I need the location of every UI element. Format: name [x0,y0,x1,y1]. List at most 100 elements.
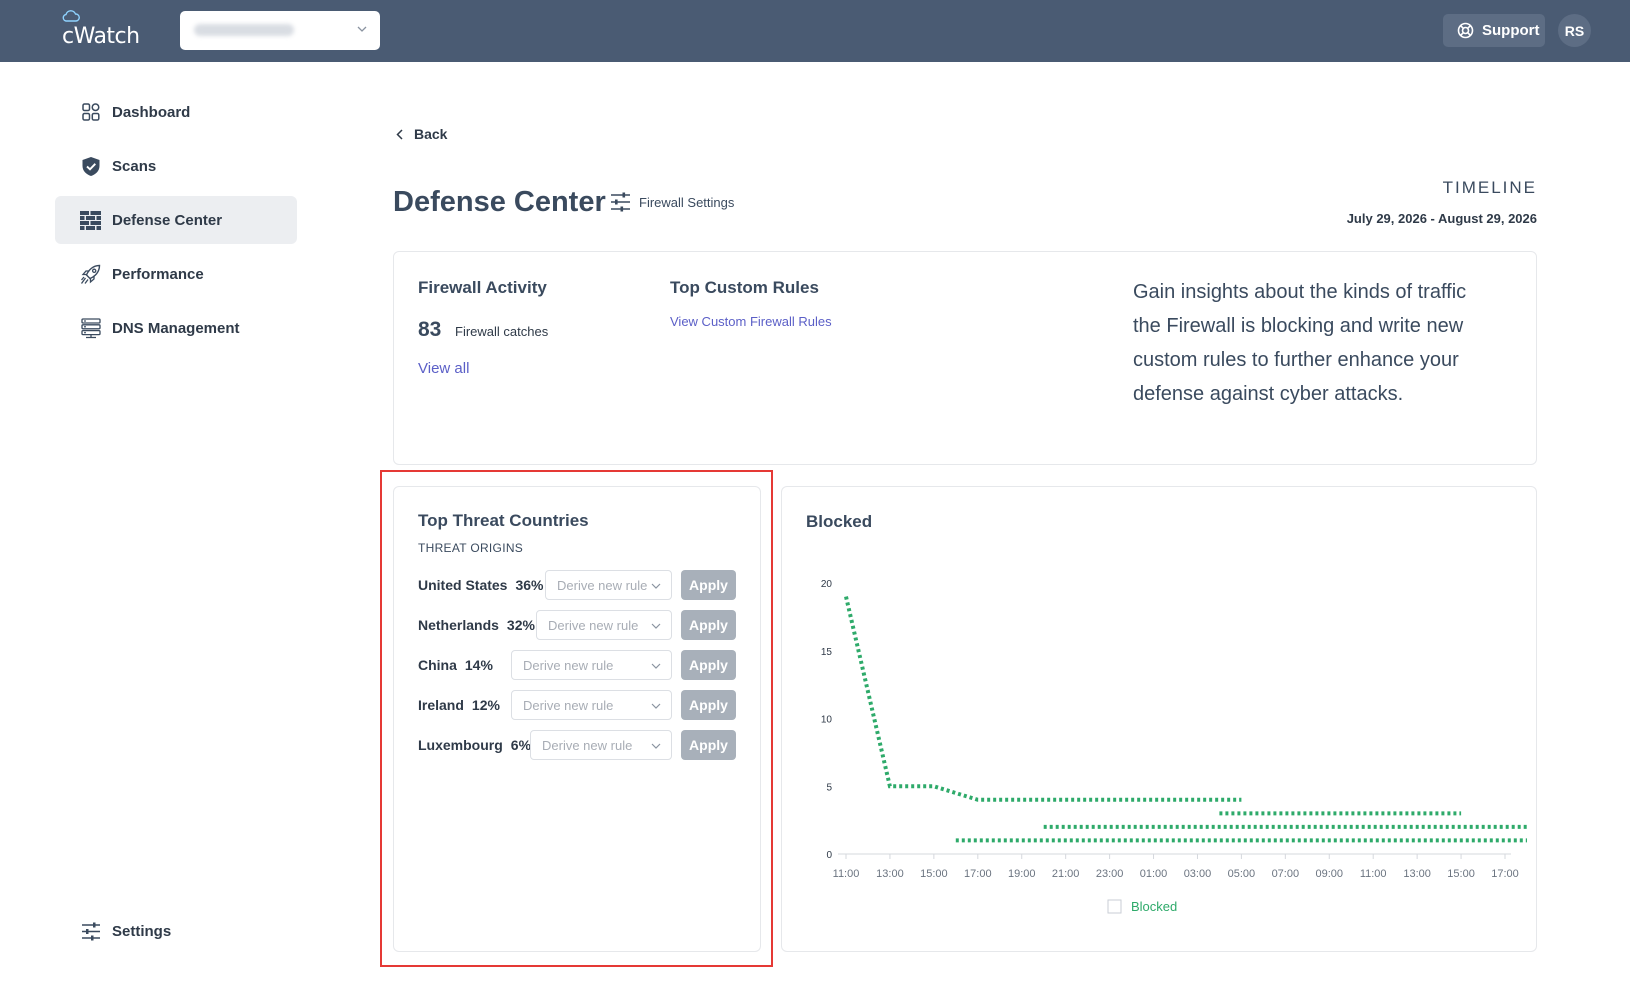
y-tick-label: 15 [821,647,833,658]
country-percent: 6% [510,737,532,753]
x-tick-label: 21:00 [1052,868,1080,880]
sidebar-item-dashboard[interactable]: Dashboard [55,88,297,136]
threat-row: United States 36% [418,570,544,600]
derive-rule-select[interactable]: Derive new rule [545,570,672,600]
chevron-down-icon [651,623,661,629]
country-percent: 32% [506,617,535,633]
y-tick-label: 0 [826,850,832,861]
view-all-link[interactable]: View all [418,360,470,377]
firewall-icon [80,210,101,231]
country-name: Netherlands [418,617,499,633]
threat-row: Netherlands 32% [418,610,535,640]
x-tick-label: 17:00 [964,868,992,880]
country-percent: 14% [464,657,493,673]
chevron-down-icon [651,703,661,709]
top-bar: cWatch Support RS [0,0,1630,62]
threat-row: China 14% [418,650,493,680]
top-threat-countries-title: Top Threat Countries [418,511,589,530]
country-name: Luxembourg [418,737,503,753]
lifebuoy-icon [1457,22,1474,39]
server-icon [80,317,101,339]
y-tick-label: 5 [826,782,832,793]
sidebar-item-label: Defense Center [112,211,223,229]
x-tick-label: 17:00 [1491,868,1519,880]
sidebar-item-settings[interactable]: Settings [55,907,297,955]
top-threat-countries-card: Top Threat Countries THREAT ORIGINS Unit… [393,486,761,952]
country-name: China [418,657,457,673]
sliders-icon [80,921,101,942]
apply-button[interactable]: Apply [681,730,736,760]
sidebar-item-defense-center[interactable]: Defense Center [55,196,297,244]
x-tick-label: 01:00 [1140,868,1168,880]
sidebar-item-label: DNS Management [112,319,240,337]
chevron-down-icon [651,583,661,589]
firewall-settings-label: Firewall Settings [639,194,735,210]
derive-rule-placeholder: Derive new rule [557,577,648,593]
x-tick-label: 05:00 [1228,868,1256,880]
x-tick-label: 15:00 [1447,868,1475,880]
highlight-frame [380,470,773,967]
derive-rule-select[interactable]: Derive new rule [530,730,672,760]
chevron-down-icon [651,663,661,669]
apply-button[interactable]: Apply [681,690,736,720]
legend-label: Blocked [1131,899,1177,914]
threat-row: Ireland 12% [418,690,500,720]
apply-button[interactable]: Apply [681,650,736,680]
logo-text: cWatch [62,24,140,49]
shield-icon [80,156,101,177]
chevron-down-icon [357,26,367,32]
sidebar-item-label: Scans [112,157,157,175]
back-label: Back [414,126,448,142]
sidebar-item-label: Settings [112,922,172,940]
support-button[interactable]: Support [1443,14,1545,47]
sliders-icon [611,192,630,212]
country-name: United States [418,577,508,593]
derive-rule-placeholder: Derive new rule [548,617,639,633]
apply-button[interactable]: Apply [681,570,736,600]
view-custom-rules-link[interactable]: View Custom Firewall Rules [670,314,832,329]
site-selector[interactable] [180,11,380,50]
sidebar-item-label: Dashboard [112,103,191,121]
sidebar-item-scans[interactable]: Scans [55,142,297,190]
firewall-activity-card: Firewall Activity 83 Firewall catches Vi… [393,251,1537,465]
derive-rule-select[interactable]: Derive new rule [536,610,672,640]
legend-swatch [1107,899,1122,914]
chevron-down-icon [651,743,661,749]
sidebar-item-dns-management[interactable]: DNS Management [55,304,297,352]
chart-title: Blocked [806,512,872,531]
avatar[interactable]: RS [1558,14,1591,47]
timeline-label: TIMELINE [1442,178,1537,197]
country-percent: 12% [471,697,500,713]
firewall-catches-count: 83 [418,318,442,341]
derive-rule-placeholder: Derive new rule [523,657,614,673]
blocked-chart-card: Blocked 0 5 10 15 20 11:00 13:00 15:00 17:00 19:00… [781,486,1537,952]
rocket-icon [80,264,101,285]
derive-rule-placeholder: Derive new rule [542,737,633,753]
y-tick-label: 20 [821,579,833,590]
derive-rule-select[interactable]: Derive new rule [511,690,672,720]
firewall-activity-title: Firewall Activity [418,278,547,297]
threat-origins-subtitle: THREAT ORIGINS [418,541,524,555]
x-tick-label: 11:00 [833,868,860,880]
cloud-icon [62,10,80,22]
threat-row: Luxembourg 6% [418,730,531,760]
firewall-settings-link[interactable]: Firewall Settings [610,192,734,212]
top-custom-rules-title: Top Custom Rules [670,278,819,297]
x-tick-label: 23:00 [1096,868,1124,880]
apply-button[interactable]: Apply [681,610,736,640]
x-tick-label: 13:00 [876,868,904,880]
series-line [844,596,1242,802]
firewall-catches-label: Firewall catches [455,324,549,339]
derive-rule-select[interactable]: Derive new rule [511,650,672,680]
x-tick-label: 15:00 [920,868,948,880]
x-tick-label: 13:00 [1403,868,1431,880]
x-tick-label: 07:00 [1272,868,1300,880]
timeline-range[interactable]: July 29, 2026 - August 29, 2026 [1346,211,1537,226]
dashboard-icon [80,102,101,123]
sidebar-item-performance[interactable]: Performance [55,250,297,298]
x-tick-label: 03:00 [1184,868,1212,880]
support-label: Support [1482,22,1540,39]
sidebar-item-label: Performance [112,265,204,283]
site-name-blurred [194,24,294,36]
back-link[interactable]: Back [396,126,447,142]
